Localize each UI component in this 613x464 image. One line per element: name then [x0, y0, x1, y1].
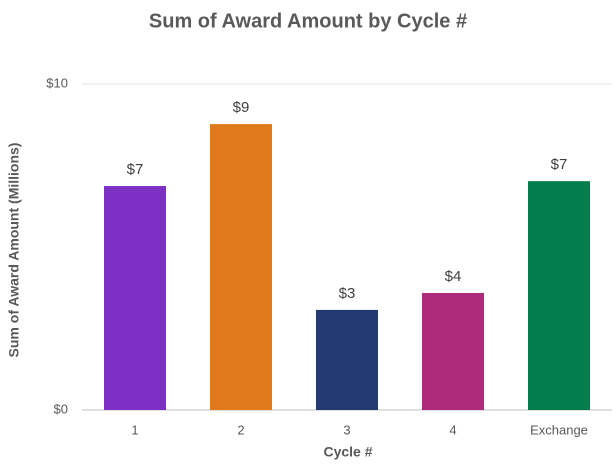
- data-label: $4: [445, 268, 462, 285]
- data-label: $3: [339, 285, 356, 302]
- x-tick-label: 3: [343, 422, 350, 437]
- data-label: $7: [127, 161, 144, 178]
- bar: [104, 186, 166, 410]
- y-axis-label: Sum of Award Amount (Millions): [6, 143, 22, 358]
- x-axis-label: Cycle #: [323, 444, 372, 460]
- data-label: $7: [551, 156, 568, 173]
- y-tick-label: $10: [46, 75, 68, 90]
- chart-title: Sum of Award Amount by Cycle #: [149, 10, 467, 32]
- x-tick-label: 2: [237, 422, 244, 437]
- bar: [422, 292, 484, 410]
- data-label: $9: [233, 99, 250, 116]
- bar: [528, 181, 590, 410]
- x-tick-label: 1: [131, 422, 138, 437]
- x-tick-label: 4: [449, 422, 456, 437]
- bar: [316, 309, 378, 410]
- x-tick-label: Exchange: [530, 422, 588, 437]
- bar: [210, 124, 272, 411]
- y-tick-label: $0: [54, 401, 68, 416]
